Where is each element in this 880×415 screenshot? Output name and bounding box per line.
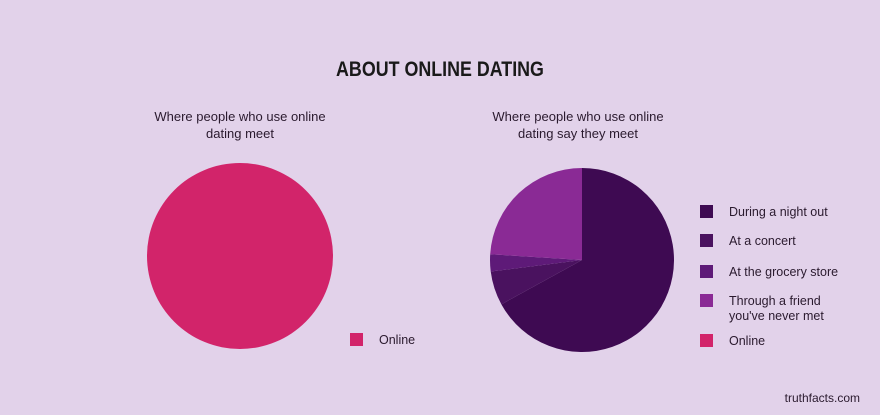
legend-swatch bbox=[700, 265, 713, 278]
legend-label: Online bbox=[729, 334, 766, 348]
pie-slice-at-the-grocery-store bbox=[490, 254, 582, 272]
pie-slice-through-a-friend-you-ve-never-met bbox=[490, 168, 582, 260]
pie-slice-during-a-night-out bbox=[501, 168, 674, 353]
legend-label: During a night out bbox=[729, 205, 828, 219]
legend-label: Through a friend you've never met bbox=[729, 294, 824, 323]
legend-swatch bbox=[700, 205, 713, 218]
legend-swatch bbox=[350, 333, 363, 346]
pie-slice-at-a-concert bbox=[490, 260, 582, 305]
legend-swatch bbox=[700, 334, 713, 347]
legend-label: At the grocery store bbox=[729, 265, 839, 279]
legend-label: At a concert bbox=[729, 234, 796, 248]
legend-swatch bbox=[700, 294, 713, 307]
right-chart-title: Where people who use online dating say t… bbox=[492, 109, 664, 141]
legend-item: At the grocery store bbox=[700, 265, 849, 280]
pie-slice-online bbox=[147, 163, 333, 349]
left-chart-title: Where people who use online dating meet bbox=[154, 109, 326, 141]
legend-item: Online bbox=[700, 334, 849, 349]
main-title: ABOUT ONLINE DATING bbox=[336, 58, 544, 81]
credit: truthfacts.com bbox=[784, 391, 860, 405]
legend-item-online-left: Online bbox=[350, 333, 415, 348]
legend-item: During a night out bbox=[700, 205, 849, 220]
legend-item: Through a friend you've never met bbox=[700, 294, 849, 324]
legend-item: At a concert bbox=[700, 234, 849, 249]
legend-swatch bbox=[700, 234, 713, 247]
legend-label: Online bbox=[379, 333, 416, 347]
